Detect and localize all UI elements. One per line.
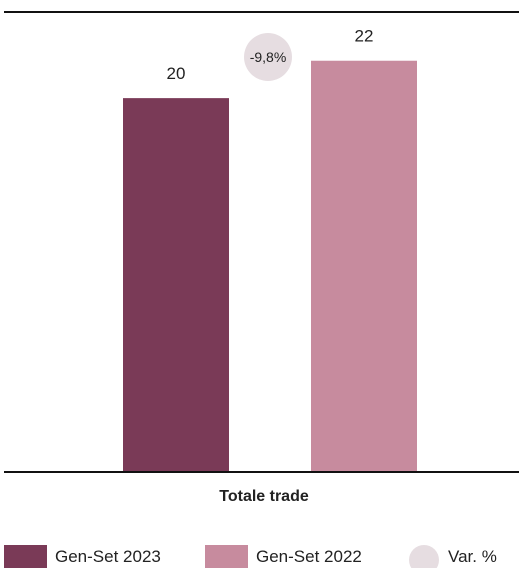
legend-label: Gen-Set 2022 [256,547,362,566]
legend-swatch-variation [409,545,439,568]
legend: Gen-Set 2023 Gen-Set 2022 Var. % [4,545,497,568]
category-label: Totale trade [219,488,309,505]
legend-label: Gen-Set 2023 [55,547,161,566]
legend-label: Var. % [448,547,497,566]
variation-bubble [244,33,292,81]
variation-value: -9,8% [250,49,287,65]
bar-gen-set-2023 [123,98,229,473]
bar-value-label: 20 [167,64,186,83]
legend-swatch-gen-set-2022 [205,545,248,568]
bar-gen-set-2022 [311,60,417,473]
bar-value-label: 22 [355,27,374,46]
variation-layer: -9,8% [244,33,292,81]
legend-swatch-gen-set-2023 [4,545,47,568]
bars-layer [123,60,417,473]
labels-layer: 20 22 Totale trade [167,27,374,505]
